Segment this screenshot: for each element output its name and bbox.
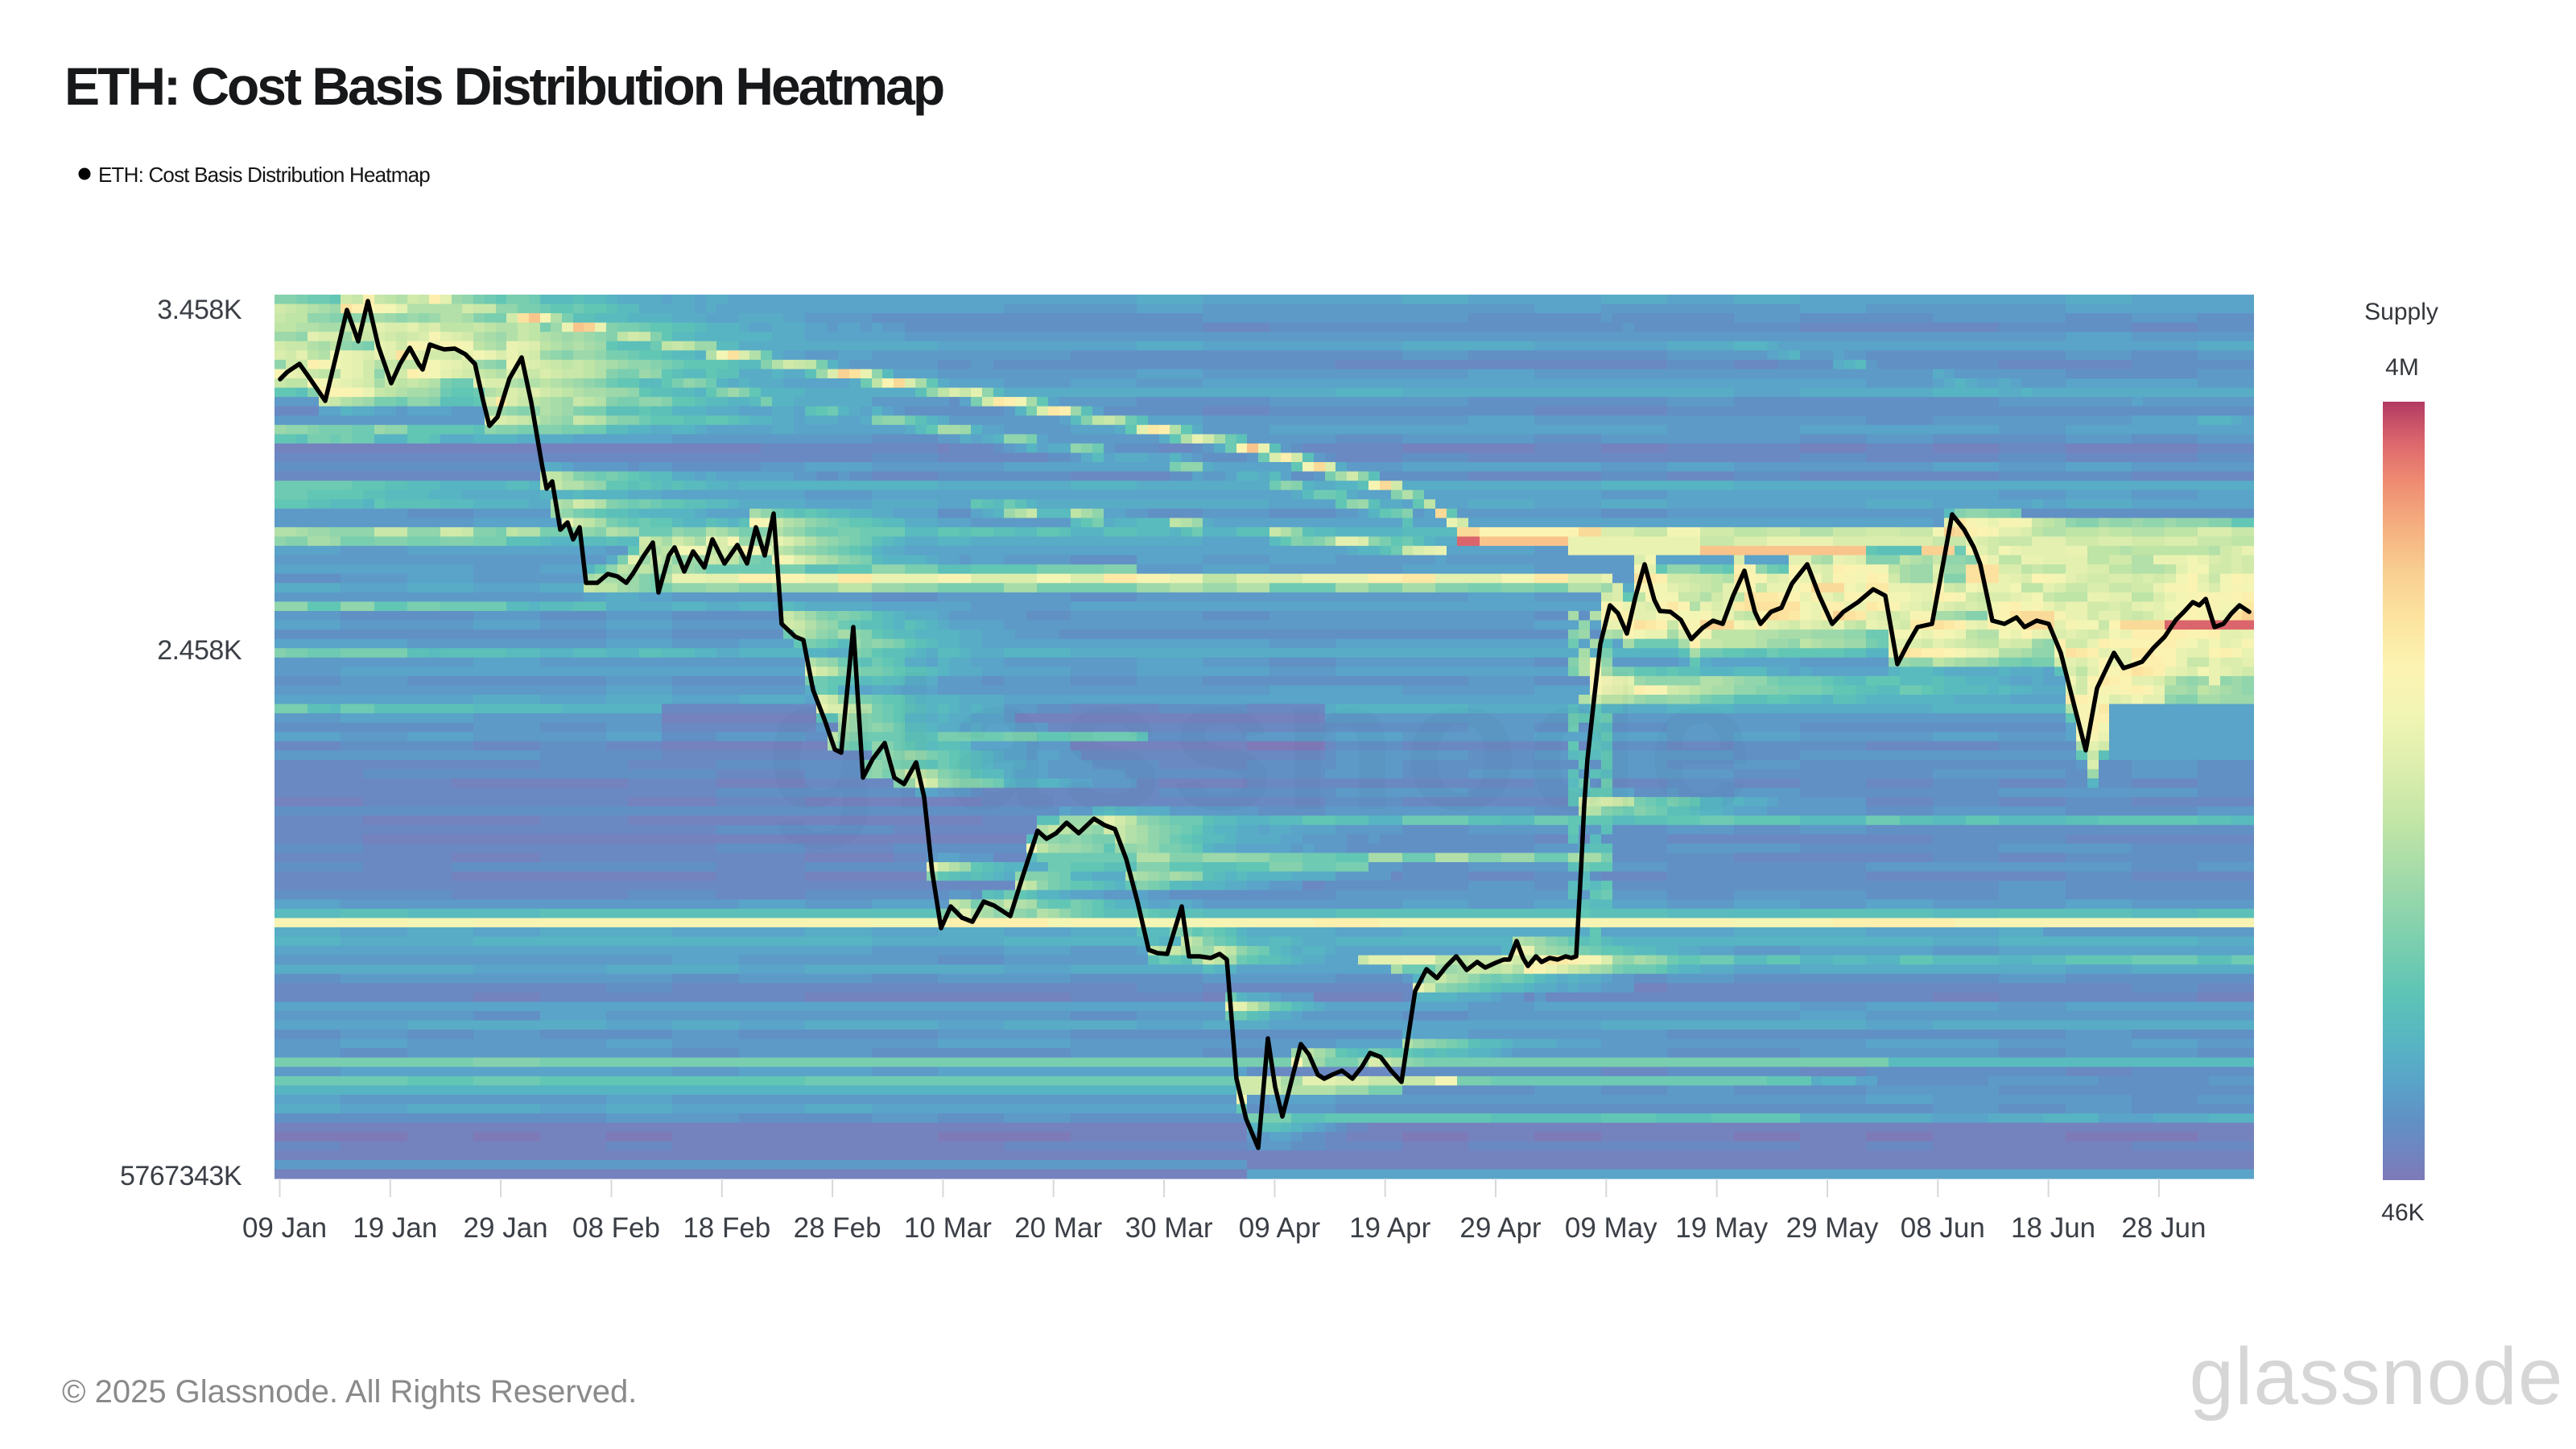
svg-text:28 Feb: 28 Feb — [794, 1212, 881, 1244]
svg-text:09 Jan: 09 Jan — [242, 1212, 327, 1244]
svg-text:19 Apr: 19 Apr — [1349, 1212, 1431, 1244]
svg-text:29 May: 29 May — [1786, 1212, 1879, 1244]
svg-text:2.458K: 2.458K — [157, 635, 242, 666]
svg-text:10 Mar: 10 Mar — [904, 1212, 992, 1244]
svg-text:08 Feb: 08 Feb — [572, 1212, 660, 1244]
svg-text:29 Jan: 29 Jan — [464, 1212, 548, 1244]
svg-text:18 Feb: 18 Feb — [683, 1212, 770, 1244]
svg-text:19 Jan: 19 Jan — [353, 1212, 437, 1244]
svg-text:19 May: 19 May — [1675, 1212, 1768, 1244]
svg-text:09 Apr: 09 Apr — [1239, 1212, 1321, 1244]
svg-text:3.458K: 3.458K — [157, 295, 242, 325]
svg-text:4M: 4M — [2385, 354, 2419, 381]
svg-text:28 Jun: 28 Jun — [2121, 1212, 2206, 1244]
svg-text:46K: 46K — [2381, 1199, 2424, 1226]
svg-text:Supply: Supply — [2364, 299, 2438, 325]
svg-text:ETH: Cost Basis Distribution H: ETH: Cost Basis Distribution Heatmap — [98, 163, 430, 187]
svg-text:5767343K: 5767343K — [120, 1161, 242, 1191]
svg-text:18 Jun: 18 Jun — [2011, 1212, 2095, 1244]
svg-text:glassnode: glassnode — [2190, 1331, 2564, 1422]
svg-text:© 2025 Glassnode. All Rights R: © 2025 Glassnode. All Rights Reserved. — [62, 1374, 637, 1410]
svg-text:glassnode: glassnode — [766, 638, 1759, 849]
svg-text:20 Mar: 20 Mar — [1014, 1212, 1102, 1244]
svg-text:08 Jun: 08 Jun — [1901, 1212, 1985, 1244]
svg-text:09 May: 09 May — [1565, 1212, 1657, 1244]
svg-text:30 Mar: 30 Mar — [1125, 1212, 1213, 1244]
svg-text:ETH: Cost Basis Distribution H: ETH: Cost Basis Distribution Heatmap — [64, 56, 943, 116]
svg-text:29 Apr: 29 Apr — [1459, 1212, 1542, 1244]
